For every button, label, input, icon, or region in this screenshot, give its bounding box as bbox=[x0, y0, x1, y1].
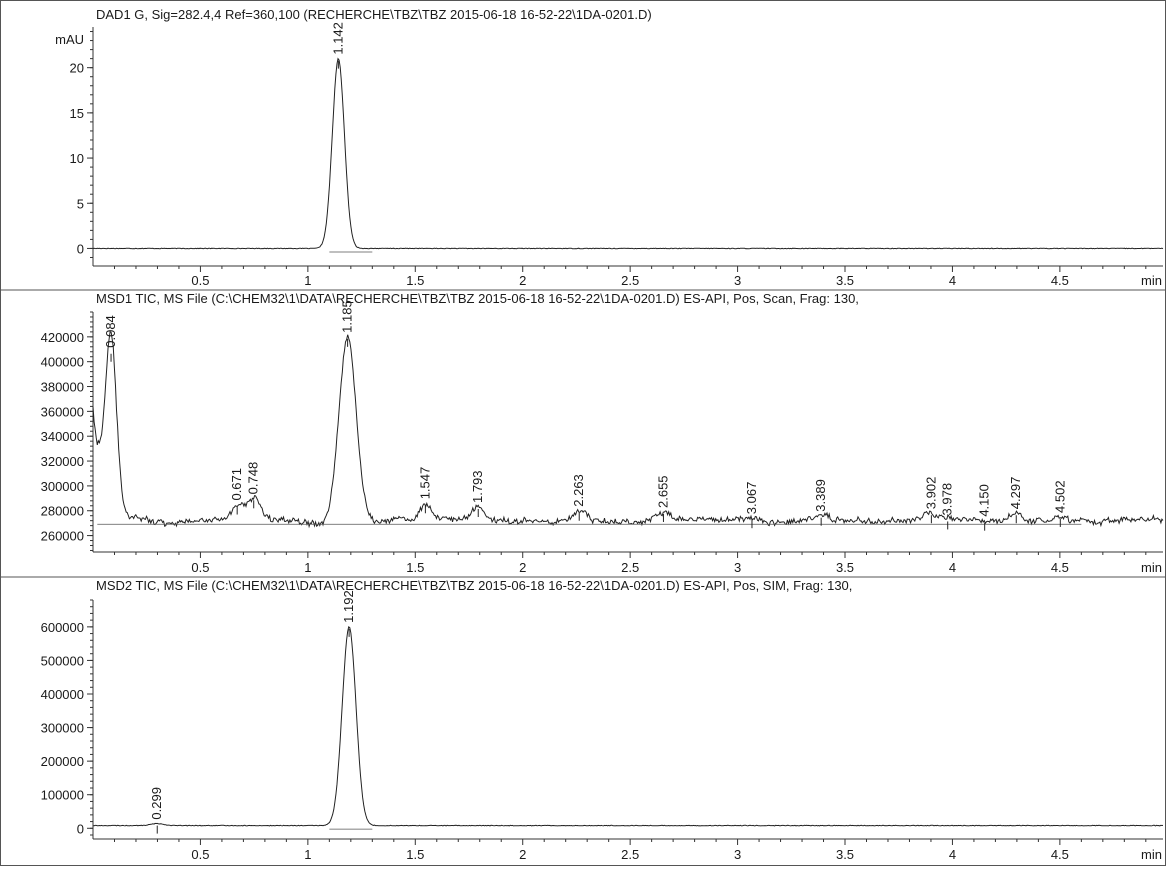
y-tick-label: 360000 bbox=[41, 404, 84, 419]
peak-label: 3.902 bbox=[923, 477, 938, 510]
y-tick-label: 340000 bbox=[41, 429, 84, 444]
y-tick-label: 380000 bbox=[41, 380, 84, 395]
x-tick-label: 3 bbox=[734, 560, 741, 575]
peak-label: 4.297 bbox=[1008, 477, 1023, 510]
y-tick-label: 400000 bbox=[41, 355, 84, 370]
x-tick-label: 1 bbox=[304, 847, 311, 862]
peak-label: 2.263 bbox=[571, 474, 586, 507]
y-tick-label: 320000 bbox=[41, 454, 84, 469]
y-tick-label: 280000 bbox=[41, 504, 84, 519]
x-tick-label: 3.5 bbox=[836, 560, 854, 575]
peak-label: 3.067 bbox=[744, 482, 759, 515]
panel-title: MSD2 TIC, MS File (C:\CHEM32\1\DATA\RECH… bbox=[96, 578, 852, 593]
y-tick-label: 260000 bbox=[41, 529, 84, 544]
y-tick-label: 300000 bbox=[41, 721, 84, 736]
peak-label: 1.547 bbox=[417, 467, 432, 500]
x-tick-label: 2 bbox=[519, 847, 526, 862]
x-tick-label: 3.5 bbox=[836, 847, 854, 862]
panel-title: DAD1 G, Sig=282.4,4 Ref=360,100 (RECHERC… bbox=[96, 7, 652, 22]
x-tick-label: 4.5 bbox=[1051, 847, 1069, 862]
peak-label: 4.150 bbox=[977, 484, 992, 517]
peak-label: 4.502 bbox=[1052, 480, 1067, 513]
y-tick-label: 300000 bbox=[41, 479, 84, 494]
x-tick-label: 1.5 bbox=[406, 847, 424, 862]
x-tick-label: 3 bbox=[734, 273, 741, 288]
x-tick-label: 4 bbox=[949, 273, 956, 288]
x-tick-label: 2.5 bbox=[621, 273, 639, 288]
y-axis-unit: mAU bbox=[55, 32, 84, 47]
x-tick-label: 1.5 bbox=[406, 560, 424, 575]
y-tick-label: 400000 bbox=[41, 687, 84, 702]
x-tick-label: 4 bbox=[949, 560, 956, 575]
x-axis-unit: min bbox=[1141, 847, 1162, 862]
peak-label: 1.185 bbox=[340, 300, 355, 333]
peak-label: 1.192 bbox=[341, 590, 356, 623]
y-tick-label: 10 bbox=[70, 151, 84, 166]
signal-trace bbox=[92, 57, 1164, 250]
x-tick-label: 1 bbox=[304, 560, 311, 575]
peak-label: 3.978 bbox=[940, 483, 955, 516]
peak-label: 0.671 bbox=[229, 468, 244, 501]
x-tick-label: 0.5 bbox=[191, 560, 209, 575]
peak-label: 2.655 bbox=[655, 475, 670, 508]
x-tick-label: 4 bbox=[949, 847, 956, 862]
y-tick-label: 20 bbox=[70, 61, 84, 76]
x-tick-label: 2.5 bbox=[621, 847, 639, 862]
peak-label: 3.389 bbox=[813, 479, 828, 512]
peak-label: 0.299 bbox=[149, 787, 164, 820]
signal-trace bbox=[92, 330, 1164, 529]
peak-label: 1.793 bbox=[470, 470, 485, 503]
x-tick-label: 4.5 bbox=[1051, 273, 1069, 288]
x-tick-label: 0.5 bbox=[191, 847, 209, 862]
y-tick-label: 600000 bbox=[41, 620, 84, 635]
y-tick-label: 100000 bbox=[41, 788, 84, 803]
x-tick-label: 2 bbox=[519, 273, 526, 288]
peak-label: 0.084 bbox=[103, 315, 118, 348]
y-tick-label: 15 bbox=[70, 106, 84, 121]
panel-title: MSD1 TIC, MS File (C:\CHEM32\1\DATA\RECH… bbox=[96, 291, 859, 306]
panel-3: MSD2 TIC, MS File (C:\CHEM32\1\DATA\RECH… bbox=[41, 578, 1164, 862]
y-tick-label: 500000 bbox=[41, 653, 84, 668]
x-tick-label: 3 bbox=[734, 847, 741, 862]
x-tick-label: 2 bbox=[519, 560, 526, 575]
y-tick-label: 5 bbox=[77, 196, 84, 211]
signal-trace bbox=[92, 626, 1164, 827]
y-tick-label: 200000 bbox=[41, 754, 84, 769]
x-tick-label: 3.5 bbox=[836, 273, 854, 288]
peak-label: 0.748 bbox=[246, 462, 261, 495]
y-tick-label: 0 bbox=[77, 821, 84, 836]
x-tick-label: 1 bbox=[304, 273, 311, 288]
peak-label: 1.142 bbox=[330, 22, 345, 55]
panel-1: DAD1 G, Sig=282.4,4 Ref=360,100 (RECHERC… bbox=[55, 7, 1164, 288]
x-axis-unit: min bbox=[1141, 273, 1162, 288]
y-tick-label: 0 bbox=[77, 241, 84, 256]
panel-2: MSD1 TIC, MS File (C:\CHEM32\1\DATA\RECH… bbox=[41, 291, 1164, 575]
x-tick-label: 1.5 bbox=[406, 273, 424, 288]
x-tick-label: 4.5 bbox=[1051, 560, 1069, 575]
x-axis-unit: min bbox=[1141, 560, 1162, 575]
y-tick-label: 420000 bbox=[41, 330, 84, 345]
x-tick-label: 2.5 bbox=[621, 560, 639, 575]
x-tick-label: 0.5 bbox=[191, 273, 209, 288]
